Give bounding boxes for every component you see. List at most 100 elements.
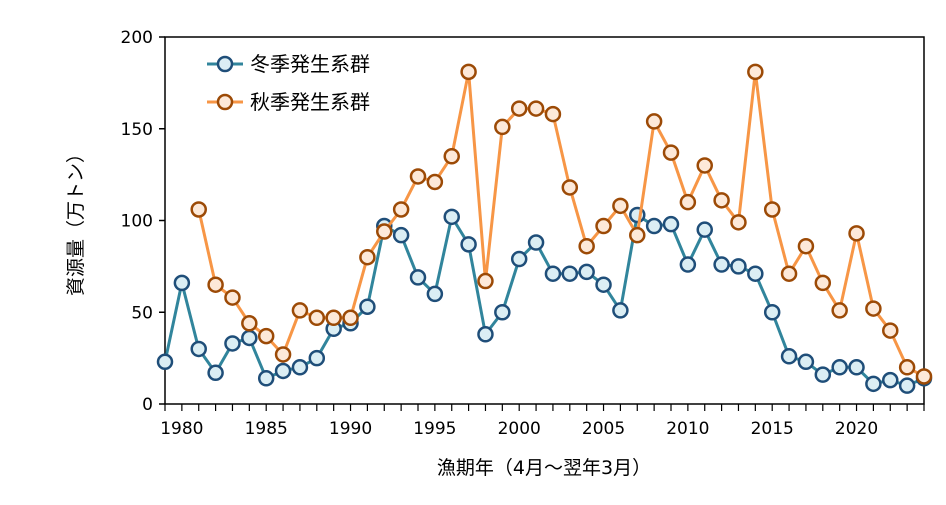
data-point (274, 346, 292, 363)
data-point (578, 237, 595, 255)
data-point (190, 340, 207, 358)
data-point (865, 300, 882, 317)
x-tick-label: 1995 (413, 419, 456, 439)
y-axis: 0 50 100 150 200 (121, 28, 165, 415)
data-point (679, 193, 697, 211)
data-point (392, 226, 410, 244)
data-point (578, 263, 595, 281)
data-point (898, 377, 916, 394)
x-tick-label: 1980 (160, 419, 203, 439)
x-tick-label: 2015 (751, 419, 794, 439)
data-point (426, 285, 444, 303)
x-tick-label: 1985 (245, 419, 288, 439)
data-point (780, 348, 798, 365)
data-point (747, 265, 764, 282)
data-point (696, 221, 713, 238)
data-point (612, 197, 629, 215)
data-point (460, 63, 477, 81)
data-point (544, 265, 562, 282)
legend-marker-winter (216, 55, 234, 73)
data-point (713, 192, 730, 209)
data-point (730, 214, 747, 231)
data-point (662, 215, 680, 233)
data-point (797, 353, 815, 371)
data-point (713, 256, 730, 273)
data-point (274, 362, 292, 380)
data-point (747, 63, 764, 81)
data-point (494, 304, 511, 321)
data-point (443, 208, 460, 226)
data-point (561, 265, 579, 282)
y-tick-label: 50 (131, 303, 153, 323)
data-point (409, 168, 427, 185)
x-tick-label: 2020 (835, 419, 878, 439)
data-point (882, 322, 899, 339)
data-point (494, 118, 511, 136)
data-point (848, 359, 865, 376)
data-point (544, 105, 562, 123)
data-point (359, 248, 376, 266)
data-point (426, 173, 444, 191)
legend: 冬季発生系群 秋季発生系群 (207, 52, 370, 114)
data-point (443, 148, 460, 165)
x-axis-label: 漁期年（4月～翌年3月） (437, 457, 651, 479)
y-tick-label: 150 (121, 120, 153, 140)
plot-area (164, 36, 925, 405)
series-winter (156, 206, 933, 394)
data-point (763, 201, 781, 218)
data-point (477, 326, 494, 343)
data-point (848, 225, 865, 242)
data-point (645, 113, 663, 130)
data-point (898, 359, 916, 376)
data-point (527, 100, 545, 117)
data-point (224, 335, 241, 352)
data-point (325, 309, 342, 327)
legend-marker-autumn (216, 93, 234, 111)
data-point (730, 258, 747, 275)
data-point (241, 315, 258, 332)
data-point (173, 274, 191, 292)
data-point (224, 289, 241, 306)
data-point (477, 272, 494, 290)
y-tick-label: 0 (142, 395, 153, 415)
data-point (291, 302, 309, 319)
series-layer (156, 63, 933, 394)
data-point (308, 349, 326, 367)
y-tick-label: 200 (121, 28, 153, 48)
data-point (392, 201, 410, 218)
data-point (814, 274, 832, 292)
data-point (797, 237, 815, 255)
x-axis: 1980 1985 1990 1995 2000 2005 2010 2015 2020 (160, 404, 925, 439)
data-point (814, 366, 832, 383)
data-point (527, 234, 545, 251)
data-point (207, 276, 224, 293)
data-point (882, 371, 899, 389)
data-point (645, 217, 663, 235)
data-point (696, 157, 713, 174)
legend-label-autumn: 秋季発生系群 (250, 90, 370, 114)
data-point (561, 179, 579, 196)
legend-label-winter: 冬季発生系群 (250, 52, 370, 76)
data-point (595, 276, 612, 293)
data-point (257, 327, 275, 345)
data-point (190, 201, 207, 218)
series-line (163, 213, 925, 388)
x-tick-label: 1990 (329, 419, 372, 439)
data-point (359, 298, 376, 315)
data-point (831, 359, 848, 376)
data-point (342, 309, 359, 327)
data-point (376, 223, 393, 240)
data-point (780, 265, 798, 282)
series-autumn (190, 63, 933, 385)
data-point (612, 302, 629, 319)
data-point (409, 269, 427, 286)
data-point (679, 256, 697, 273)
x-tick-label: 2010 (666, 419, 709, 439)
data-point (915, 368, 933, 385)
data-point (831, 302, 848, 319)
x-tick-label: 2000 (498, 419, 541, 439)
y-tick-label: 100 (121, 212, 153, 232)
data-point (510, 100, 528, 117)
data-point (156, 353, 174, 371)
